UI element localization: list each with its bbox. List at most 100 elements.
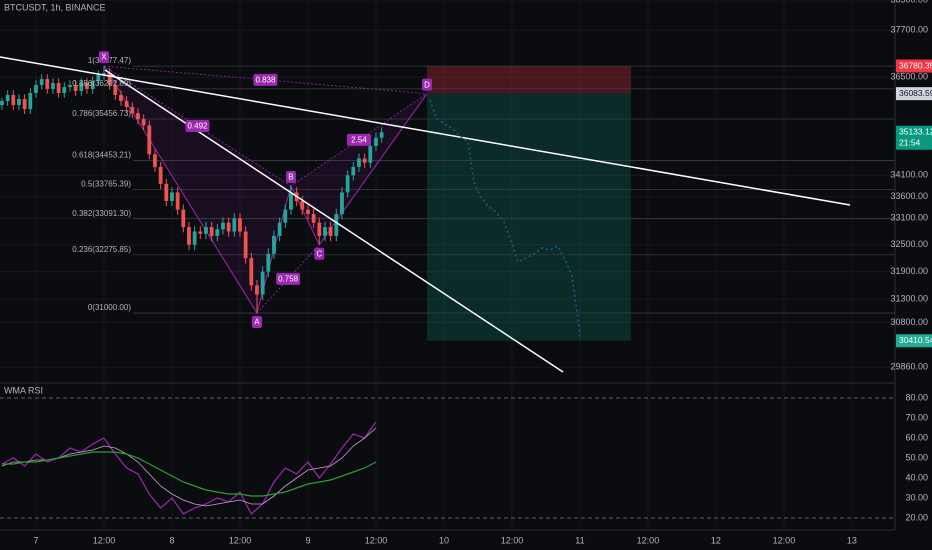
candle-body	[249, 258, 254, 286]
ratio-label: 0.838	[255, 76, 276, 85]
candle-body	[17, 99, 21, 106]
candle-body	[175, 192, 180, 210]
y-tick-label: 33100.00	[890, 213, 928, 223]
trend-line	[0, 56, 851, 206]
candle-body	[221, 222, 225, 230]
candle-body	[232, 218, 237, 232]
x-tick-label: 9	[305, 535, 310, 545]
pattern-point-label: X	[101, 53, 107, 62]
candle-body	[147, 125, 152, 155]
candle-body	[192, 231, 197, 245]
price-tag	[896, 59, 932, 73]
candle-body	[317, 222, 322, 236]
ratio-box	[185, 120, 210, 133]
fib-label: 0.886(36202.89)	[72, 79, 131, 88]
candle-body	[85, 83, 89, 90]
candle-body	[170, 192, 174, 201]
ratio-box	[253, 73, 278, 86]
candle-body	[266, 253, 271, 272]
candle-body	[209, 227, 214, 236]
countdown-label: 21:54	[899, 137, 921, 147]
rsi-title: WMA RSI	[4, 385, 43, 395]
fib-label: 0.5(33765.39)	[81, 180, 131, 189]
y-tick-label: 31300.00	[890, 294, 928, 304]
rsi-line	[1, 451, 377, 497]
x-tick-label: 12:00	[501, 535, 524, 545]
pattern-point-label: B	[288, 173, 293, 182]
price-tag	[896, 334, 932, 348]
x-tick-label: 8	[169, 535, 174, 545]
candle-body	[141, 119, 146, 126]
price-tag	[896, 125, 932, 150]
ratio-box	[346, 133, 371, 146]
candle-body	[90, 81, 95, 90]
candle-body	[164, 183, 169, 201]
ratio-box	[276, 272, 301, 285]
pattern-point-box	[98, 51, 109, 64]
candle-body	[119, 94, 123, 102]
price-tag-label: 30410.54	[899, 335, 932, 345]
candle-body	[362, 158, 367, 163]
candle-body	[204, 227, 208, 234]
x-tick-label: 12:00	[93, 535, 116, 545]
candle-body	[243, 231, 248, 259]
rsi-tick-label: 60.00	[905, 432, 928, 442]
rsi-tick-label: 40.00	[905, 472, 928, 482]
trend-line	[104, 69, 564, 373]
target-zone	[426, 93, 631, 341]
candle-body	[153, 154, 157, 167]
candle-body	[130, 107, 135, 114]
candle-body	[351, 166, 356, 176]
ratio-label: 2.54	[351, 135, 367, 144]
y-tick-label: 29860.00	[890, 362, 928, 372]
candle-body	[374, 137, 378, 146]
x-tick-label: 13	[847, 535, 857, 545]
candle-body	[96, 75, 101, 82]
candle-body	[187, 227, 191, 245]
chart-title: BTCUSDT, 1h, BINANCE	[4, 2, 106, 12]
candle-body	[357, 158, 361, 167]
y-tick-label: 32500.00	[890, 239, 928, 249]
candle-body	[11, 94, 16, 106]
pattern-point-box	[285, 170, 296, 183]
candle-body	[379, 132, 384, 138]
price-tag-label: 36083.59	[899, 88, 932, 98]
pattern-point-label: C	[316, 249, 322, 258]
candle-body	[102, 73, 106, 76]
x-tick-label: 12:00	[773, 535, 796, 545]
price-tag-label: 36780.35	[899, 60, 932, 70]
x-tick-label: 12	[711, 535, 721, 545]
ratio-line	[103, 65, 292, 187]
candle-body	[215, 229, 220, 236]
x-tick-label: 7	[33, 535, 38, 545]
fib-label: 0.618(34453.21)	[72, 151, 131, 160]
fib-label: 0.236(32275.85)	[72, 245, 131, 254]
candle-body	[272, 235, 276, 254]
candle-body	[158, 166, 163, 184]
candle-body	[51, 83, 55, 90]
candle-body	[5, 94, 10, 102]
candle-body	[306, 209, 310, 214]
candle-body	[181, 209, 186, 228]
candle-body	[79, 83, 84, 91]
rsi-tick-label: 50.00	[905, 452, 928, 462]
candle-body	[56, 83, 61, 93]
pattern-point-label: A	[254, 318, 260, 327]
x-tick-label: 12:00	[229, 535, 252, 545]
candle-body	[323, 227, 327, 236]
candle-body	[311, 213, 316, 223]
candle-body	[255, 285, 259, 295]
candle-body	[198, 231, 203, 234]
pattern-point-label: D	[424, 80, 430, 89]
pattern-point-box	[314, 247, 325, 260]
candle-body	[113, 85, 118, 95]
candle-body	[340, 192, 344, 214]
candle-body	[283, 209, 288, 223]
y-tick-label: 34100.00	[890, 170, 928, 180]
candle-body	[260, 271, 265, 295]
y-tick-label: 31900.00	[890, 266, 928, 276]
candle-body	[68, 85, 72, 88]
candle-body	[136, 113, 140, 120]
y-tick-label: 37700.00	[890, 25, 928, 35]
